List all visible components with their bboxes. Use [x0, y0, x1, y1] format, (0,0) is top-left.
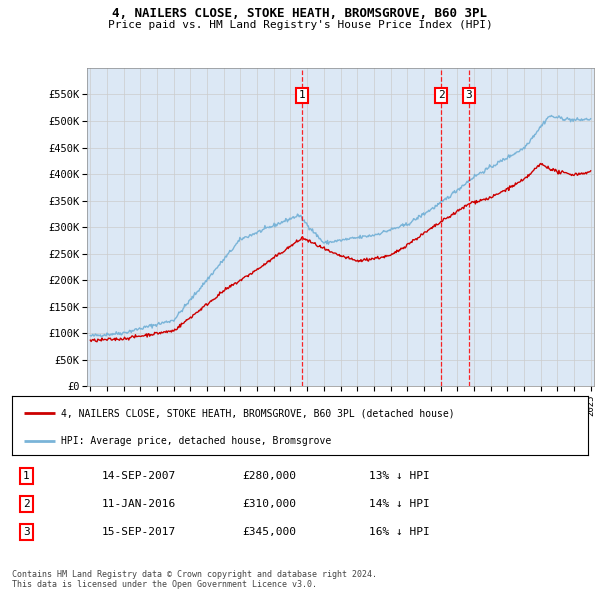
Text: HPI: Average price, detached house, Bromsgrove: HPI: Average price, detached house, Brom…: [61, 436, 331, 445]
Text: 14% ↓ HPI: 14% ↓ HPI: [369, 499, 430, 509]
Text: £345,000: £345,000: [242, 527, 296, 537]
Text: 3: 3: [466, 90, 472, 100]
Text: 3: 3: [23, 527, 30, 537]
Text: 14-SEP-2007: 14-SEP-2007: [101, 471, 176, 481]
Text: Price paid vs. HM Land Registry's House Price Index (HPI): Price paid vs. HM Land Registry's House …: [107, 20, 493, 30]
Text: 11-JAN-2016: 11-JAN-2016: [101, 499, 176, 509]
Text: 1: 1: [299, 90, 305, 100]
Text: 13% ↓ HPI: 13% ↓ HPI: [369, 471, 430, 481]
Text: 1: 1: [23, 471, 30, 481]
Text: 4, NAILERS CLOSE, STOKE HEATH, BROMSGROVE, B60 3PL: 4, NAILERS CLOSE, STOKE HEATH, BROMSGROV…: [113, 7, 487, 20]
Text: £280,000: £280,000: [242, 471, 296, 481]
Text: £310,000: £310,000: [242, 499, 296, 509]
Text: 4, NAILERS CLOSE, STOKE HEATH, BROMSGROVE, B60 3PL (detached house): 4, NAILERS CLOSE, STOKE HEATH, BROMSGROV…: [61, 408, 455, 418]
Text: 15-SEP-2017: 15-SEP-2017: [101, 527, 176, 537]
Text: 2: 2: [437, 90, 445, 100]
Text: 16% ↓ HPI: 16% ↓ HPI: [369, 527, 430, 537]
Text: Contains HM Land Registry data © Crown copyright and database right 2024.
This d: Contains HM Land Registry data © Crown c…: [12, 570, 377, 589]
Text: 2: 2: [23, 499, 30, 509]
